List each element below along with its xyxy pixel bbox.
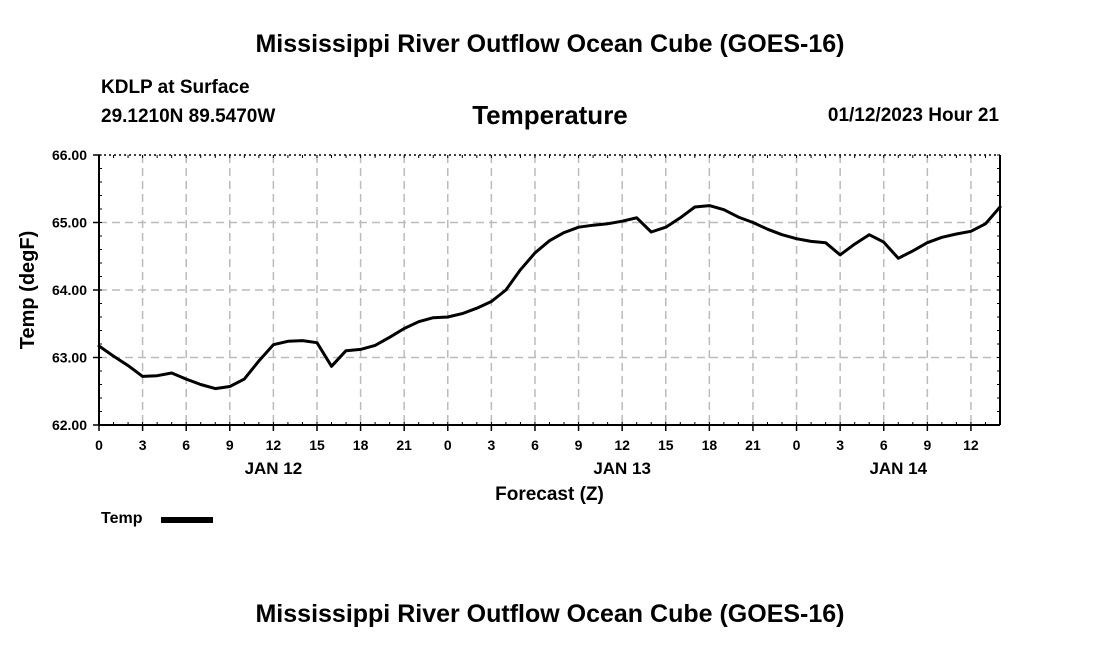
x-tick-label: 3 <box>487 437 495 453</box>
x-tick-label: 9 <box>575 437 583 453</box>
y-tick-label: 64.00 <box>52 282 87 298</box>
y-axis-title: Temp (degF) <box>17 231 39 350</box>
x-tick-label: 3 <box>139 437 147 453</box>
day-label: JAN 12 <box>245 459 303 478</box>
x-tick-label: 21 <box>745 437 761 453</box>
temp-series-line <box>97 204 1002 391</box>
x-tick-label: 12 <box>614 437 630 453</box>
x-tick-label: 0 <box>793 437 801 453</box>
x-tick-label: 9 <box>923 437 931 453</box>
x-tick-label: 21 <box>396 437 412 453</box>
x-tick-label: 6 <box>531 437 539 453</box>
x-tick-label: 9 <box>226 437 234 453</box>
x-axis-title: Forecast (Z) <box>495 484 604 505</box>
x-tick-label: 6 <box>880 437 888 453</box>
day-label: JAN 13 <box>593 459 651 478</box>
valid-time-label: 01/12/2023 Hour 21 <box>827 105 999 126</box>
y-tick-label: 62.00 <box>52 417 87 433</box>
chart-main-title: Mississippi River Outflow Ocean Cube (GO… <box>255 30 845 58</box>
station-coordinates: 29.1210N 89.5470W <box>101 106 276 127</box>
x-tick-label: 12 <box>963 437 979 453</box>
x-tick-label: 3 <box>836 437 844 453</box>
x-tick-label: 15 <box>309 437 325 453</box>
day-label: JAN 14 <box>869 459 927 478</box>
y-tick-label: 65.00 <box>52 215 87 231</box>
x-tick-label: 0 <box>95 437 103 453</box>
x-tick-label: 15 <box>658 437 674 453</box>
legend-label: Temp <box>101 510 143 527</box>
chart-title: Temperature <box>472 100 628 130</box>
x-tick-label: 12 <box>266 437 282 453</box>
legend-line-swatch <box>161 517 213 523</box>
x-tick-label: 0 <box>444 437 452 453</box>
y-tick-label: 63.00 <box>52 350 87 366</box>
x-tick-label: 18 <box>702 437 718 453</box>
station-label: KDLP at Surface <box>101 77 250 98</box>
x-tick-label: 6 <box>182 437 190 453</box>
x-tick-label: 18 <box>353 437 369 453</box>
y-tick-label: 66.00 <box>52 147 87 163</box>
footer-title: Mississippi River Outflow Ocean Cube (GO… <box>255 600 845 628</box>
